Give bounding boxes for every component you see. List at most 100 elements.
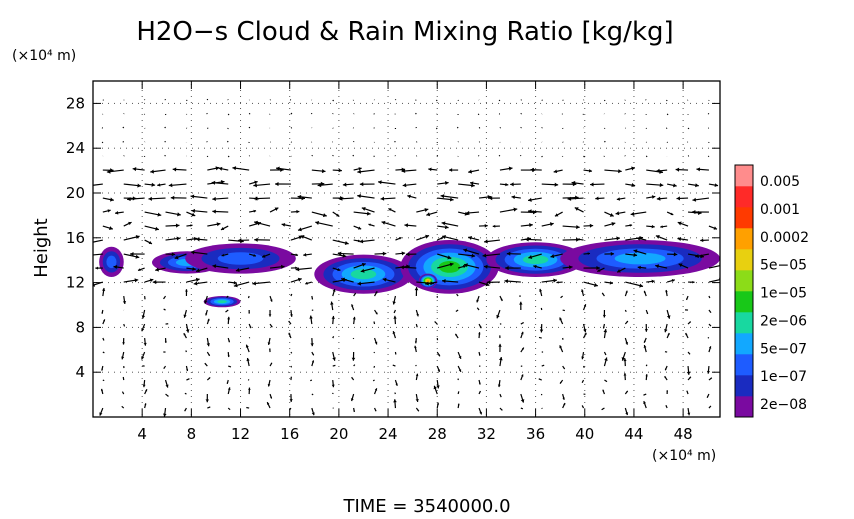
grid-dot [624, 147, 625, 149]
grid-dot [289, 360, 291, 361]
grid-dot [588, 371, 589, 373]
y-tick-label: 8 [75, 318, 85, 336]
grid-dot [387, 102, 389, 103]
wind-vector-head [487, 194, 492, 200]
wind-vector [645, 364, 648, 367]
wind-vector-head [602, 389, 605, 392]
wind-vector-head [135, 235, 140, 240]
grid-dot [584, 168, 586, 169]
grid-dot [633, 234, 635, 235]
grid-dot [682, 282, 684, 283]
grid-dot [294, 282, 295, 284]
grid-dot [485, 348, 487, 349]
grid-dot [210, 147, 211, 149]
grid-dot [540, 237, 541, 239]
grid-dot [289, 222, 291, 223]
grid-dot [372, 371, 373, 373]
wind-vector-head [358, 167, 362, 171]
grid-dot [682, 288, 684, 289]
colorbar-swatch [735, 291, 753, 313]
grid-dot [288, 282, 289, 284]
grid-dot [141, 222, 143, 223]
wind-vector-head [311, 298, 313, 300]
grid-dot [534, 371, 535, 373]
grid-dot [606, 192, 607, 194]
grid-dot [582, 371, 583, 373]
colorbar-label: 2e−06 [760, 313, 807, 329]
grid-dot [378, 102, 379, 104]
colorbar-label: 5e−05 [760, 258, 807, 274]
grid-dot [348, 326, 349, 328]
grid-dot [648, 237, 649, 239]
wind-vector-head [122, 377, 125, 379]
grid-dot [535, 378, 537, 379]
wind-vector [624, 309, 627, 313]
grid-dot [190, 180, 192, 181]
grid-dot [504, 371, 505, 373]
grid-dot [696, 282, 697, 284]
grid-dot [108, 102, 109, 104]
grid-dot [338, 138, 340, 139]
grid-dot [222, 102, 223, 104]
grid-dot [330, 192, 331, 194]
grid-dot [485, 168, 487, 169]
grid-dot [570, 282, 571, 284]
grid-dot [190, 312, 192, 313]
grid-dot [535, 186, 537, 187]
grid-dot [186, 147, 187, 149]
grid-dot [696, 371, 697, 373]
wind-vector [708, 323, 712, 327]
wind-vector-head [141, 356, 145, 360]
wind-vector-head [195, 277, 200, 282]
wind-vector-head [209, 406, 211, 408]
grid-dot [387, 144, 389, 145]
grid-dot [402, 326, 403, 328]
grid-dot [432, 371, 433, 373]
grid-dot [612, 371, 613, 373]
grid-dot [348, 102, 349, 104]
wind-vector-head [262, 254, 266, 258]
wind-vector-head [610, 251, 615, 256]
grid-dot [300, 282, 301, 284]
grid-dot [485, 90, 487, 91]
grid-dot [486, 147, 487, 149]
wind-vector [248, 112, 251, 115]
grid-dot [588, 102, 589, 104]
grid-dot [633, 138, 635, 139]
wind-vector-head [398, 237, 402, 240]
grid-dot [528, 147, 529, 149]
grid-dot [535, 360, 537, 361]
grid-dot [535, 126, 537, 127]
grid-dot [584, 198, 586, 199]
grid-dot [141, 372, 143, 373]
grid-dot [246, 326, 247, 328]
wind-vector [373, 321, 376, 325]
wind-vector [687, 127, 690, 130]
grid-dot [126, 326, 127, 328]
wind-vector [394, 392, 396, 395]
grid-dot [240, 237, 241, 239]
grid-dot [486, 237, 487, 239]
grid-dot [141, 120, 143, 121]
colorbar-swatch [735, 186, 753, 208]
grid-dot [485, 366, 487, 367]
grid-dot [240, 234, 242, 235]
wind-vector [290, 112, 293, 115]
wind-vector-head [295, 267, 300, 272]
wind-vector [93, 253, 103, 256]
wind-vector-head [519, 301, 523, 305]
grid-dot [348, 192, 349, 194]
grid-dot [492, 237, 493, 239]
wind-vector [520, 126, 522, 129]
grid-dot [546, 237, 547, 239]
grid-dot [633, 360, 635, 361]
grid-dot [141, 228, 143, 229]
grid-dot [522, 192, 523, 194]
grid-dot [485, 342, 487, 343]
grid-dot [126, 237, 127, 239]
grid-dot [190, 384, 192, 385]
wind-vector [290, 351, 293, 354]
grid-dot [387, 186, 389, 187]
grid-dot [387, 204, 389, 205]
grid-dot [696, 102, 697, 104]
